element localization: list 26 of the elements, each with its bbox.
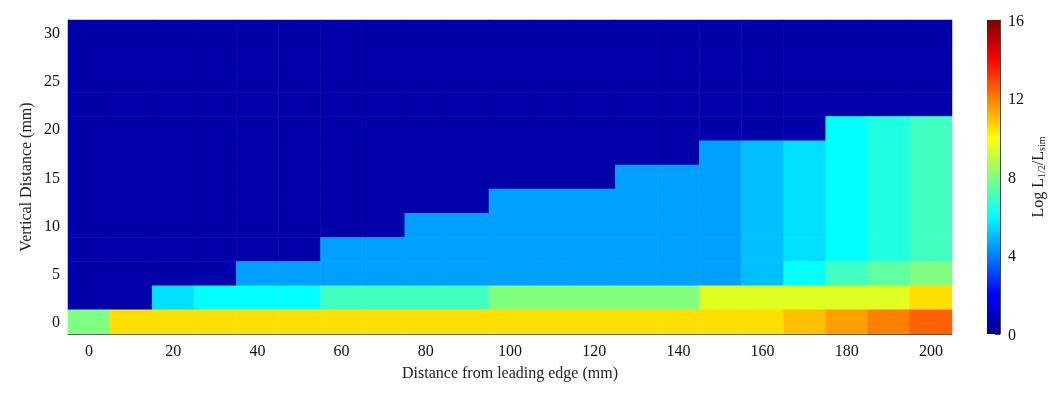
y-tick-label: 25: [44, 71, 60, 89]
x-tick-label: 80: [417, 341, 434, 359]
x-tick-label: 60: [333, 341, 350, 359]
x-tick-label: 180: [834, 341, 859, 359]
y-tick-label: 0: [52, 313, 60, 331]
x-tick-label: 160: [750, 341, 775, 359]
color-bar-label: 16: [1008, 11, 1024, 29]
y-axis-title: Vertical Distance (mm): [16, 102, 35, 252]
color-bar-label: 8: [1008, 168, 1016, 186]
y-tick-label: 15: [44, 168, 60, 186]
color-bar-label: 0: [1008, 325, 1016, 343]
y-tick-label: 10: [44, 216, 60, 234]
color-bar-label: 12: [1008, 90, 1024, 107]
x-axis-title: Distance from leading edge (mm): [402, 363, 618, 382]
color-bar-title: Log L1/2/Lsim: [1028, 136, 1047, 218]
x-tick-label: 40: [249, 341, 266, 359]
y-tick-label: 5: [52, 265, 60, 283]
x-tick-label: 140: [666, 341, 691, 359]
color-bar-label: 4: [1008, 247, 1016, 264]
x-tick-label: 120: [582, 341, 607, 359]
x-tick-label: 0: [85, 341, 94, 359]
y-tick-label: 20: [44, 120, 60, 138]
x-tick-label: 20: [165, 341, 182, 359]
x-tick-label: 100: [498, 341, 522, 359]
x-tick-label: 200: [918, 341, 943, 359]
y-tick-label: 30: [44, 23, 60, 41]
